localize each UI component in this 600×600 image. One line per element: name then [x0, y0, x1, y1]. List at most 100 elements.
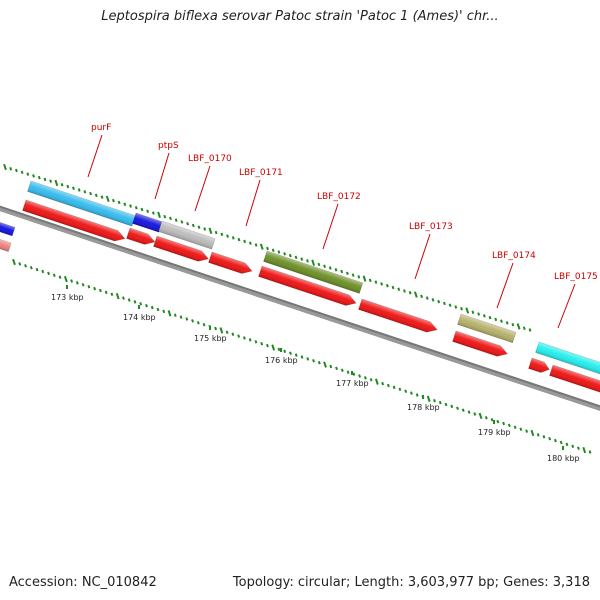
tick-mark	[478, 412, 483, 420]
tick-mark	[54, 179, 59, 187]
tick-mark	[496, 419, 500, 424]
tick-mark	[513, 425, 517, 430]
tick-mark	[104, 290, 108, 295]
tick-mark	[47, 271, 50, 276]
tick-mark	[312, 359, 315, 363]
tick-mark	[300, 257, 304, 261]
tick-mark	[140, 207, 144, 212]
tick-mark	[157, 211, 161, 218]
tick-mark	[494, 317, 498, 322]
tick-mark	[398, 387, 402, 392]
tick-mark	[117, 200, 121, 205]
tick-mark	[248, 338, 252, 342]
tick-mark	[14, 168, 18, 173]
tick-mark	[122, 296, 125, 300]
tick-mark	[139, 302, 143, 306]
tick-mark	[174, 218, 178, 222]
tick-mark	[254, 340, 258, 344]
tick-mark	[32, 174, 35, 178]
tick-mark	[105, 195, 110, 203]
tick-mark	[433, 398, 436, 403]
tick-mark	[391, 285, 395, 290]
tick-mark	[386, 383, 390, 388]
tick-mark	[438, 400, 442, 405]
tick-mark	[426, 395, 431, 402]
gene-label-lbf-0170: LBF_0170	[188, 154, 232, 164]
tick-mark	[127, 298, 131, 302]
gene-label-purf: purF	[91, 123, 111, 133]
map-title: Leptospira biflexa serovar Patoc strain …	[101, 9, 499, 24]
tick-mark	[49, 179, 53, 183]
tick-mark	[283, 252, 287, 256]
gene-label-lbf-0171: LBF_0171	[239, 168, 283, 178]
cds-purf-arrow	[22, 199, 126, 242]
tick-mark	[385, 283, 389, 288]
tick-mark	[294, 255, 298, 260]
feature-lbf0172-gene	[263, 250, 364, 294]
tick-mark	[115, 293, 120, 300]
tick-mark	[81, 283, 85, 287]
tick-mark	[52, 273, 56, 278]
tick-mark	[26, 172, 30, 176]
tick-mark	[179, 315, 183, 319]
tick-mark	[397, 287, 401, 291]
tick-mark	[203, 227, 207, 231]
feature-lbf0175-gene	[535, 341, 600, 375]
tick-mark	[460, 307, 463, 311]
tick-mark	[362, 275, 367, 282]
feature-purf-gene	[27, 180, 136, 227]
tick-mark	[357, 275, 361, 279]
feature-lbf0174-gene	[457, 313, 517, 344]
tick-mark	[525, 429, 529, 433]
tick-mark	[420, 294, 423, 299]
tick-mark	[133, 300, 137, 304]
feature-left-blue	[0, 220, 16, 237]
tick-mark	[500, 319, 503, 323]
tick-mark	[323, 264, 326, 268]
tick-mark	[369, 378, 373, 382]
tick-mark	[456, 406, 459, 411]
gene-leader-line	[87, 134, 103, 178]
tick-mark	[20, 170, 24, 175]
tick-mark	[582, 446, 587, 454]
tick-mark	[248, 241, 252, 245]
tick-mark	[358, 374, 362, 378]
gene-leader-line	[322, 203, 339, 250]
gene-label-lbf-0173: LBF_0173	[409, 222, 453, 232]
tick-mark	[542, 435, 546, 439]
scale-label-178-kbp: 178 kbp	[407, 403, 440, 412]
scale-label-174-kbp: 174 kbp	[123, 313, 156, 322]
tick-mark	[471, 310, 475, 315]
backbone-shadow	[0, 206, 600, 411]
feature-left-pink	[0, 237, 12, 252]
tick-mark	[186, 221, 190, 226]
tick-mark	[577, 446, 580, 450]
tick-mark	[317, 262, 321, 267]
tick-mark	[237, 334, 241, 338]
tick-mark	[191, 319, 194, 323]
tick-mark	[254, 243, 258, 247]
feature-ptps-gene	[132, 212, 163, 233]
tick-mark	[346, 370, 350, 374]
tick-mark	[196, 321, 200, 325]
cds-lbf0172-arrow	[258, 265, 357, 306]
tick-mark	[375, 378, 379, 385]
tick-mark	[306, 259, 309, 263]
gene-leader-line	[194, 165, 211, 212]
cds-lbf0174-arrow	[452, 330, 508, 357]
tick-mark	[300, 355, 304, 359]
tick-mark	[266, 343, 269, 348]
tick-mark	[482, 314, 486, 318]
tick-mark	[374, 280, 378, 284]
tick-mark	[454, 305, 458, 309]
tick-mark	[110, 292, 114, 297]
tick-mark	[37, 175, 41, 180]
tick-mark	[129, 204, 132, 208]
tick-mark	[283, 349, 287, 354]
cds-small-arrow	[528, 357, 550, 373]
tick-mark	[467, 410, 471, 414]
gene-label-lbf-0172: LBF_0172	[317, 192, 361, 202]
tick-mark	[100, 195, 104, 199]
tick-mark	[145, 303, 148, 308]
tick-mark	[351, 273, 355, 277]
